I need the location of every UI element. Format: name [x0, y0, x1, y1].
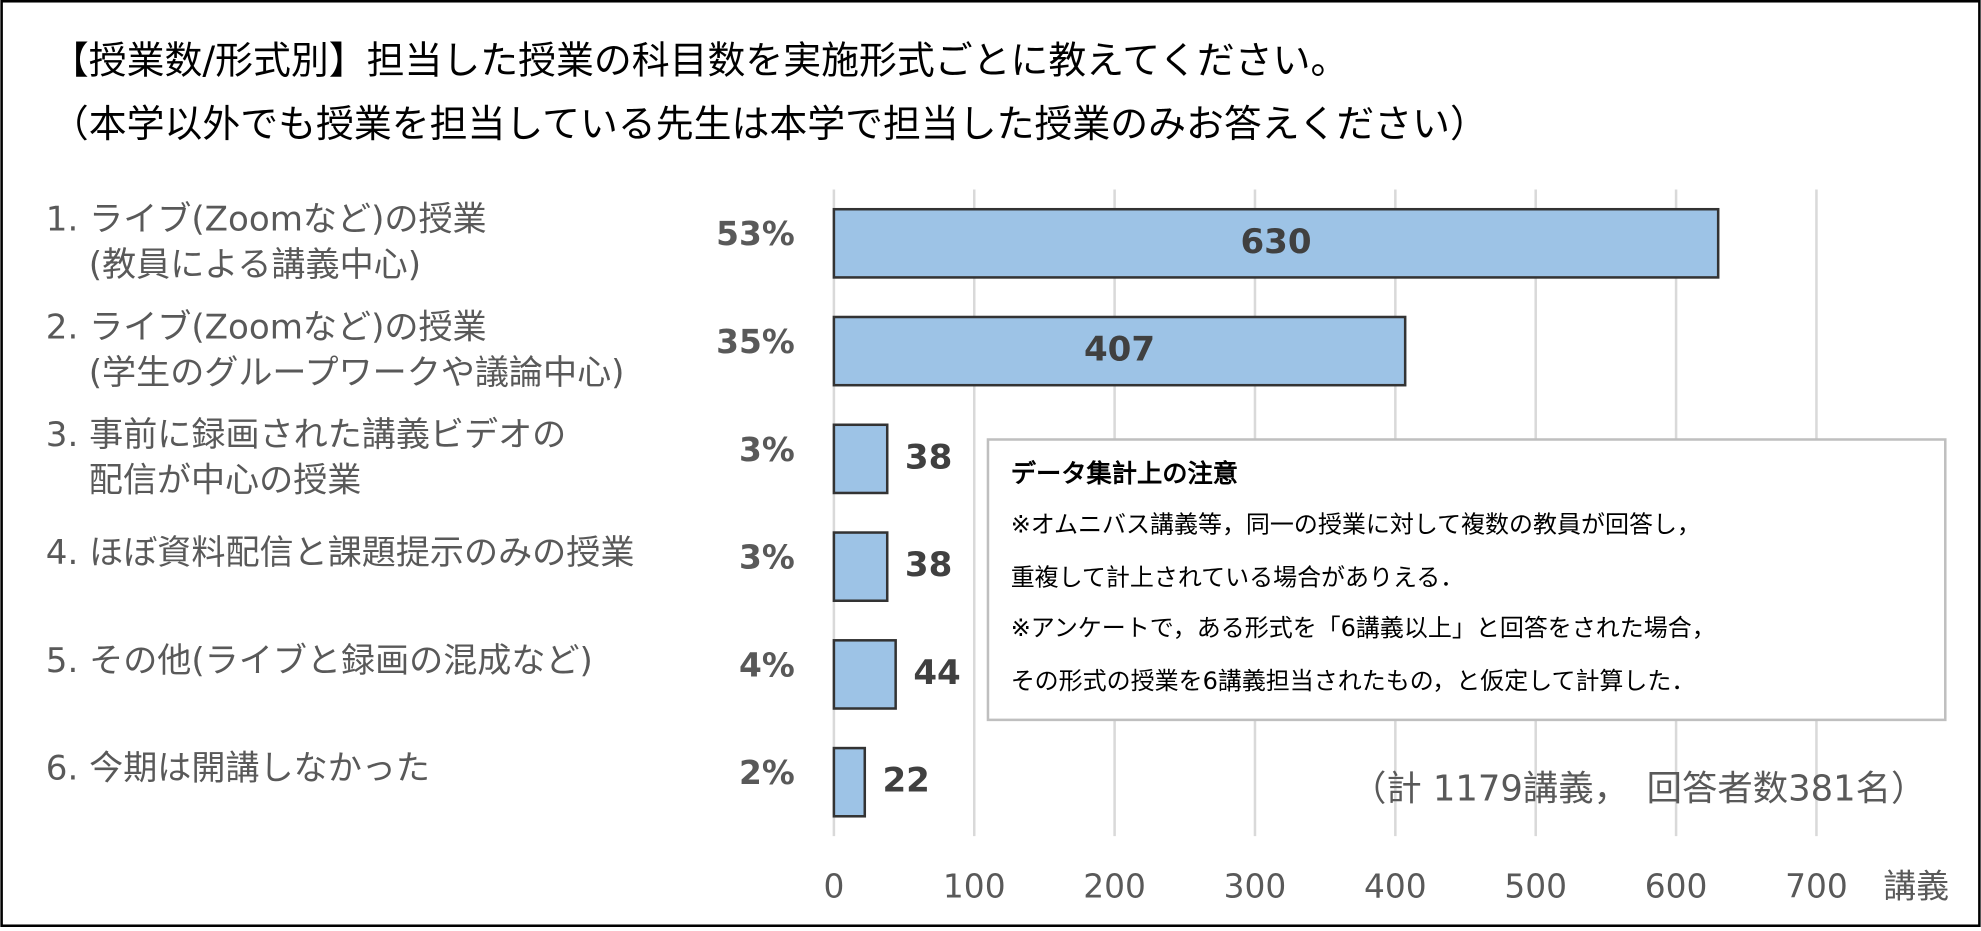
- bar: [832, 423, 889, 495]
- x-tick-label: 700: [1785, 867, 1848, 905]
- x-tick-label: 300: [1224, 867, 1287, 905]
- chart-subtitle: （本学以外でも授業を担当している先生は本学で担当した授業のみお答えください）: [51, 102, 1488, 146]
- share-label: 2%: [739, 754, 795, 792]
- share-label: 3%: [739, 539, 795, 577]
- note-box: [986, 438, 1947, 722]
- y-tick-label: 4. ほぼ資料配信と課題提示のみの授業: [46, 533, 635, 573]
- value-label: 22: [882, 761, 929, 801]
- bar: [832, 315, 1407, 387]
- x-tick-label: 600: [1645, 867, 1708, 905]
- chart-title: 【授業数/形式別】担当した授業の科目数を実施形式ごとに教えてください。: [51, 39, 1348, 83]
- value-label: 38: [905, 437, 952, 477]
- bar: [832, 746, 867, 818]
- note-title: データ集計上の注意: [1011, 459, 1238, 488]
- y-tick-label: 5. その他(ライブと録画の混成など): [46, 640, 593, 680]
- y-tick-label: 2. ライブ(Zoomなど)の授業(学生のグループワークや議論中心): [46, 307, 625, 392]
- note-line: 重複して計上されている場合がありえる．: [1011, 563, 1465, 591]
- bar: [832, 639, 897, 710]
- x-tick-label: 200: [1083, 867, 1146, 905]
- value-label: 630: [1240, 222, 1311, 262]
- value-label: 407: [1084, 330, 1155, 370]
- value-label: 38: [905, 545, 952, 585]
- share-label: 4%: [739, 646, 795, 684]
- x-tick-label: 0: [823, 867, 844, 905]
- share-label: 3%: [739, 431, 795, 469]
- share-label: 53%: [716, 215, 795, 253]
- x-tick-label: 500: [1504, 867, 1567, 905]
- note-line: ※オムニバス講義等，同一の授業に対して複数の教員が回答し，: [1011, 510, 1701, 538]
- bar: [832, 531, 889, 603]
- bars: 1. ライブ(Zoomなど)の授業(教員による講義中心) 53% 630 2. ライブ…: [46, 199, 1720, 818]
- grid: 0 100 200 300 400 500 600 700: [823, 189, 1848, 905]
- x-tick-label: 100: [943, 867, 1006, 905]
- note-line: ※アンケートで，ある形式を「6講義以上」と回答をされた場合，: [1011, 614, 1716, 642]
- bar: [832, 207, 1720, 279]
- share-label: 35%: [716, 323, 795, 361]
- x-tick-label: 400: [1364, 867, 1427, 905]
- value-label: 44: [913, 653, 960, 693]
- annotation: （計 1179講義， 回答者数381名）: [1351, 769, 1926, 810]
- x-unit: 講義: [1883, 867, 1949, 905]
- note-line: その形式の授業を6講義担当されたもの，と仮定して計算した．: [1011, 667, 1696, 695]
- y-tick-label: 6. 今期は開講しなかった: [46, 748, 430, 788]
- y-tick-label: 1. ライブ(Zoomなど)の授業(教員による講義中心): [46, 199, 487, 284]
- y-tick-label: 3. 事前に録画された講義ビデオの配信が中心の授業: [46, 415, 566, 500]
